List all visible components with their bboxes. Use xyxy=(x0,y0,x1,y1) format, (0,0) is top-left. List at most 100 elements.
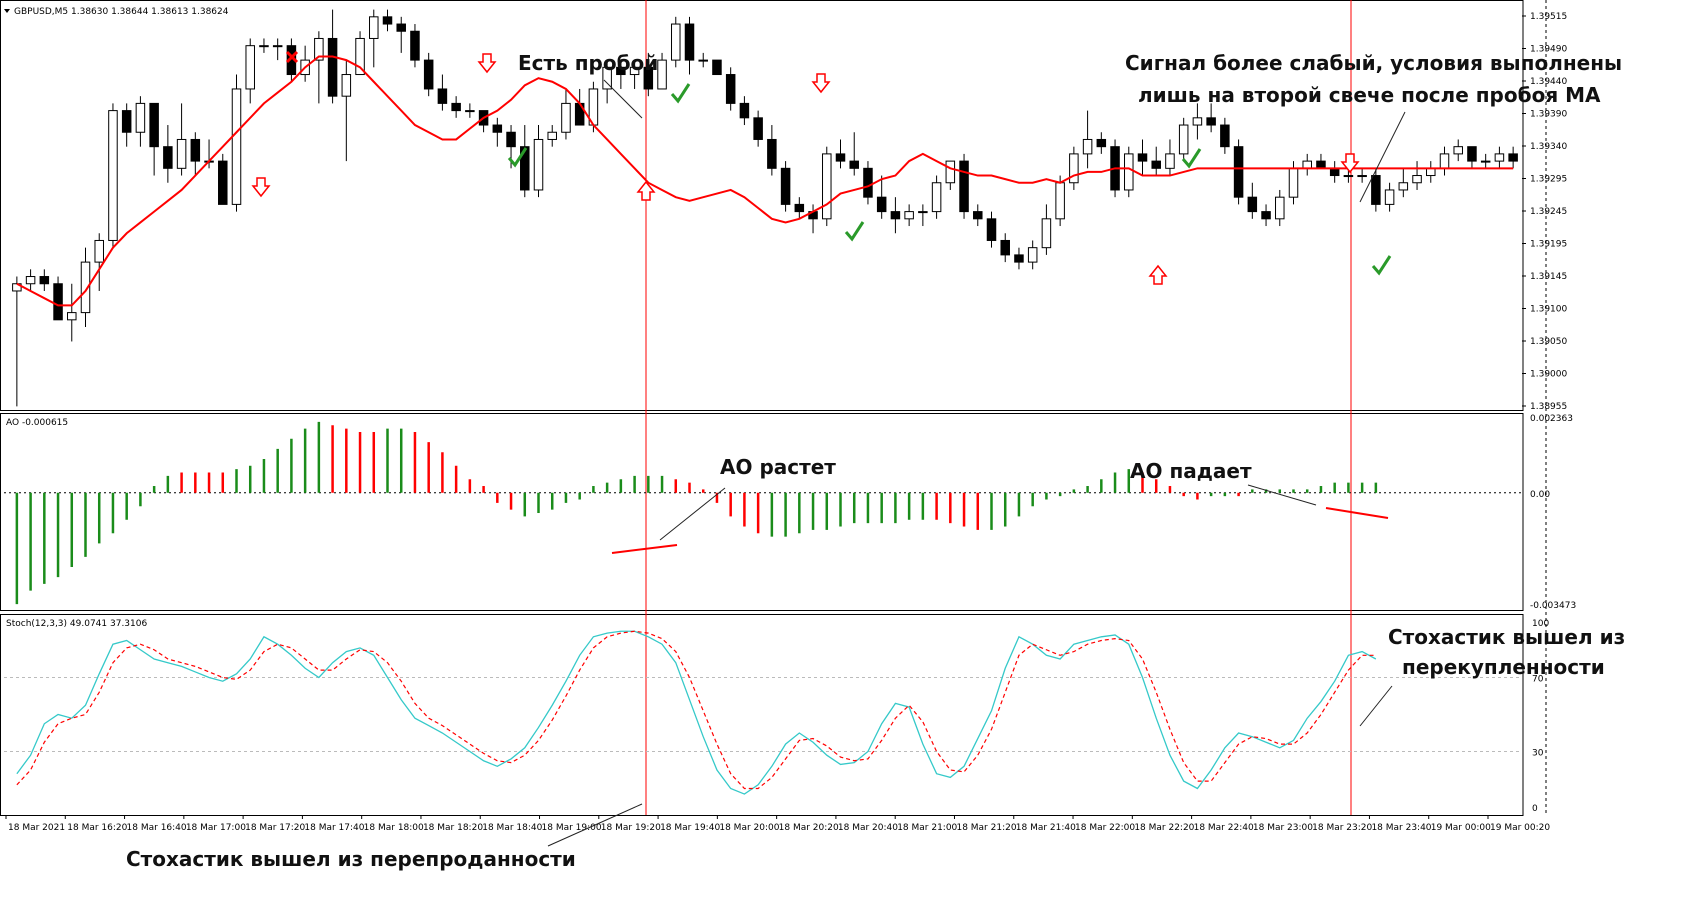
candle-body xyxy=(822,153,832,220)
check-mark-icon xyxy=(670,83,691,104)
sell-arrow-icon xyxy=(811,73,831,94)
candle-body xyxy=(1027,247,1038,263)
candle-body xyxy=(1137,153,1148,162)
candle-body xyxy=(1384,189,1395,205)
check-mark-icon xyxy=(1181,148,1202,169)
time-axis-label: 18 Mar 21:00 xyxy=(897,823,957,833)
candle-body xyxy=(1000,239,1010,256)
candle-body xyxy=(451,102,461,112)
price-axis-label: 1.39050 xyxy=(1530,337,1567,347)
candle-body xyxy=(382,16,393,25)
time-axis-label: 18 Mar 18:00 xyxy=(364,823,424,833)
annotation-stoch-oversold: Стохастик вышел из перепроданности xyxy=(126,847,576,871)
ao-axis-label: -0.003473 xyxy=(1530,601,1576,611)
candle-body xyxy=(739,102,750,119)
candle-body xyxy=(561,102,571,133)
ao-axis-label: 0.00 xyxy=(1530,490,1550,500)
candle-body xyxy=(1165,153,1175,169)
candle-body xyxy=(863,167,873,198)
stoch-axis-label: 0 xyxy=(1532,804,1538,814)
candle-body xyxy=(108,110,118,241)
time-axis-label: 18 Mar 17:40 xyxy=(304,823,364,833)
candle-body xyxy=(135,102,146,133)
candle-body xyxy=(1288,167,1299,198)
candle-body xyxy=(1233,146,1244,198)
time-axis-label: 18 Mar 22:00 xyxy=(1075,823,1135,833)
candle-body xyxy=(245,45,255,90)
annotation-pointer xyxy=(603,79,643,119)
price-axis-label: 1.39145 xyxy=(1530,272,1567,282)
candle-body xyxy=(1494,153,1505,162)
check-mark-icon xyxy=(507,147,528,168)
candle-body xyxy=(671,23,681,61)
candle-body xyxy=(1082,138,1093,155)
candle-body xyxy=(437,88,448,104)
time-axis-label: 18 Mar 23:20 xyxy=(1312,823,1372,833)
candle-body xyxy=(396,23,406,32)
candle-body xyxy=(1329,167,1340,177)
candle-body xyxy=(327,37,338,97)
candle-body xyxy=(835,153,846,162)
candle-body xyxy=(94,239,104,263)
candle-body xyxy=(547,131,557,140)
symbol-header: GBPUSD,M5 1.38630 1.38644 1.38613 1.3862… xyxy=(14,7,229,17)
time-axis-label: 18 Mar 20:40 xyxy=(838,823,898,833)
candle-body xyxy=(1480,160,1491,163)
candle-body xyxy=(1206,117,1216,126)
annotation-weak-signal-line-1: Сигнал более слабый, условия выполнены xyxy=(1125,51,1622,75)
candle-body xyxy=(465,110,475,113)
candle-body xyxy=(533,138,544,191)
price-axis-label: 1.39340 xyxy=(1530,142,1567,152)
candle-body xyxy=(1275,196,1285,220)
candle-body xyxy=(1055,182,1065,220)
candle-body xyxy=(163,146,173,169)
price-axis-label: 1.38955 xyxy=(1530,402,1567,412)
candle-body xyxy=(1192,117,1203,126)
candle-body xyxy=(506,131,516,148)
sell-arrow-icon xyxy=(477,53,497,74)
symbol-dropdown-icon[interactable] xyxy=(4,9,10,13)
candle-body xyxy=(1467,146,1477,162)
candle-body xyxy=(986,218,997,241)
time-axis-label: 18 Mar 22:20 xyxy=(1134,823,1194,833)
annotation-stoch-overbought-line-1: Стохастик вышел из xyxy=(1388,625,1625,649)
candle-body xyxy=(1371,175,1381,205)
candle-body xyxy=(25,276,36,285)
time-axis-label: 18 Mar 21:40 xyxy=(1016,823,1076,833)
sell-arrow-icon xyxy=(1340,153,1360,174)
candle-body xyxy=(973,211,983,220)
candle-body xyxy=(918,211,928,214)
candle-body xyxy=(1453,146,1463,155)
candle-body xyxy=(1220,124,1230,148)
annotation-breakout: Есть пробой xyxy=(518,51,658,75)
candle-body xyxy=(1124,153,1134,191)
candle-body xyxy=(780,167,791,205)
candle-body xyxy=(1261,211,1271,220)
ao-axis-label: 0.002363 xyxy=(1530,414,1573,424)
ao-falling-trendline xyxy=(1325,507,1389,519)
time-axis-label: 18 Mar 18:40 xyxy=(482,823,542,833)
candle-body xyxy=(39,276,50,285)
candle-body xyxy=(1412,175,1422,184)
stoch-axis-label: 70 xyxy=(1532,675,1544,685)
candle-body xyxy=(1247,196,1258,213)
candle-body xyxy=(616,66,626,76)
time-axis-label: 18 Mar 2021 xyxy=(8,823,65,833)
candle-body xyxy=(355,37,365,76)
time-axis-label: 18 Mar 21:20 xyxy=(956,823,1016,833)
candle-body xyxy=(1014,254,1024,263)
ao-pane-frame xyxy=(0,413,1524,611)
candle-body xyxy=(945,160,956,184)
buy-arrow-icon xyxy=(636,180,656,201)
stoch-axis-label: 100 xyxy=(1532,619,1549,629)
annotation-ao-falling: АО падает xyxy=(1130,459,1252,483)
price-axis-label: 1.39490 xyxy=(1530,45,1567,55)
candle-body xyxy=(753,117,763,140)
stoch-main-line xyxy=(16,630,1377,795)
time-axis-label: 18 Mar 19:40 xyxy=(660,823,720,833)
candle-body xyxy=(218,160,228,205)
check-mark-icon xyxy=(844,221,865,242)
check-mark-icon xyxy=(1371,255,1392,276)
candle-body xyxy=(272,45,283,48)
